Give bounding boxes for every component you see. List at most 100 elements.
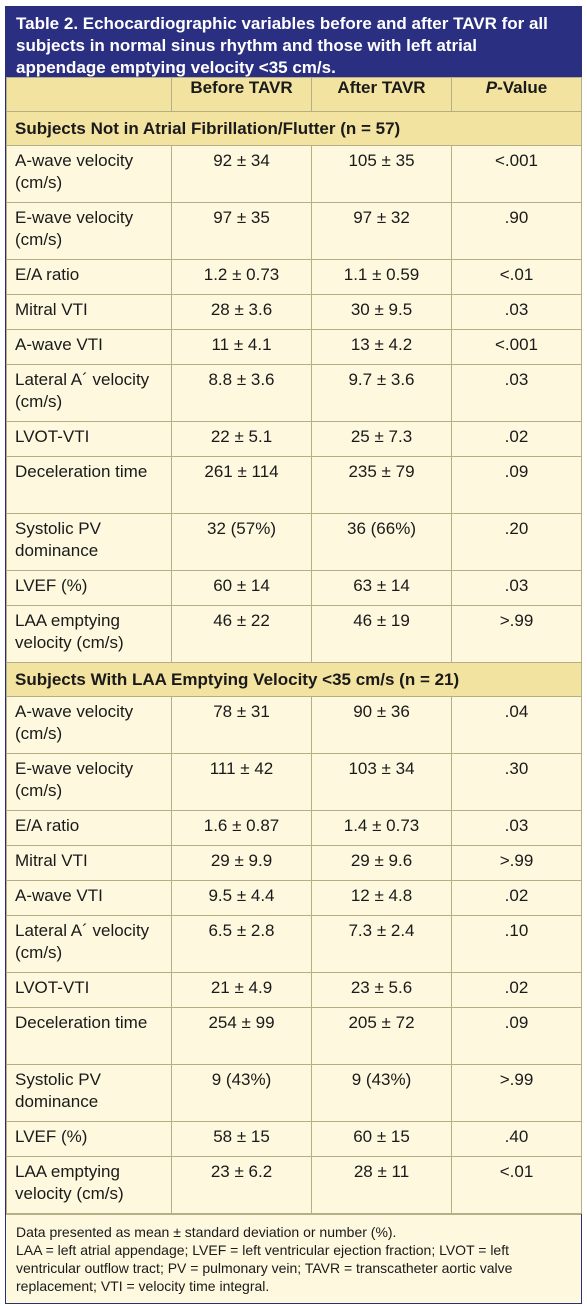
row-label: Systolic PV dominance [6,1064,172,1122]
footnote: LAA = left atrial appendage; LVEF = left… [16,1242,513,1294]
cell-after: 103 ± 34 [311,753,452,811]
section-heading-row: Subjects With LAA Emptying Velocity <35 … [6,662,582,697]
row-label: Mitral VTI [6,294,172,330]
cell-after: 205 ± 72 [311,1007,452,1065]
column-header-row: Before TAVR After TAVR P-Value [6,77,582,112]
table-row: Lateral A´ velocity (cm/s) 6.5 ± 2.8 7.3 ±… [6,915,582,973]
footnote: Data presented as mean ± standard deviat… [16,1224,397,1240]
cell-after: 7.3 ± 2.4 [311,915,452,973]
cell-pvalue: <.001 [451,145,582,203]
cell-after: 9.7 ± 3.6 [311,364,452,422]
cell-pvalue: .03 [451,364,582,422]
cell-pvalue: .40 [451,1121,582,1157]
cell-pvalue: >.99 [451,845,582,881]
row-label: LAA emptying velocity (cm/s) [6,1156,172,1214]
row-label: Deceleration time [6,1007,172,1065]
cell-before: 9.5 ± 4.4 [171,880,312,916]
table-row: Deceleration time 254 ± 99 205 ± 72.09 [6,1007,582,1065]
row-label: LVOT-VTI [6,972,172,1008]
row-label: LVEF (%) [6,1121,172,1157]
cell-before: 28 ± 3.6 [171,294,312,330]
cell-after: 9 (43%) [311,1064,452,1122]
cell-before: 32 (57%) [171,513,312,571]
row-label: Lateral A´ velocity (cm/s) [6,915,172,973]
cell-before: 60 ± 14 [171,570,312,606]
row-label: A-wave velocity (cm/s) [6,145,172,203]
column-header-before: Before TAVR [171,77,312,112]
table-row: A-wave velocity (cm/s) 92 ± 34 105 ± 35 <.0… [6,145,582,203]
row-label: A-wave VTI [6,329,172,365]
cell-after: 63 ± 14 [311,570,452,606]
row-label: LVEF (%) [6,570,172,606]
cell-before: 11 ± 4.1 [171,329,312,365]
row-label: E-wave velocity (cm/s) [6,202,172,260]
cell-after: 29 ± 9.6 [311,845,452,881]
row-label: E/A ratio [6,259,172,295]
cell-before: 9 (43%) [171,1064,312,1122]
cell-pvalue: .03 [451,810,582,846]
row-label: Deceleration time [6,456,172,514]
cell-before: 6.5 ± 2.8 [171,915,312,973]
row-label: E-wave velocity (cm/s) [6,753,172,811]
row-label: Lateral A´ velocity (cm/s) [6,364,172,422]
table-footnotes: Data presented as mean ± standard deviat… [6,1214,581,1303]
table-row: E/A ratio 1.2 ± 0.73 1.1 ± 0.59 <.01 [6,259,582,295]
column-header-pvalue: P-Value [451,77,582,112]
cell-before: 97 ± 35 [171,202,312,260]
cell-before: 1.2 ± 0.73 [171,259,312,295]
table-row: LVEF (%) 58 ± 15 60 ± 15.40 [6,1121,582,1157]
table-row: Mitral VTI 29 ± 9.9 29 ± 9.6 >.99 [6,845,582,881]
cell-before: 22 ± 5.1 [171,421,312,457]
cell-after: 28 ± 11 [311,1156,452,1214]
table-row: E-wave velocity (cm/s) 97 ± 35 97 ± 32.90 [6,202,582,260]
cell-after: 60 ± 15 [311,1121,452,1157]
cell-pvalue: .20 [451,513,582,571]
cell-pvalue: <.01 [451,259,582,295]
cell-after: 25 ± 7.3 [311,421,452,457]
row-label: Mitral VTI [6,845,172,881]
cell-before: 1.6 ± 0.87 [171,810,312,846]
table-row: A-wave VTI 11 ± 4.1 13 ± 4.2 <.001 [6,329,582,365]
table-row: Systolic PV dominance 9 (43%) 9 (43%) >.99 [6,1064,582,1122]
pvalue-italic: P [485,78,498,97]
cell-after: 30 ± 9.5 [311,294,452,330]
cell-pvalue: >.99 [451,605,582,663]
column-header-variable [6,77,172,112]
cell-pvalue: >.99 [451,1064,582,1122]
cell-after: 23 ± 5.6 [311,972,452,1008]
row-label: A-wave VTI [6,880,172,916]
cell-after: 1.4 ± 0.73 [311,810,452,846]
table-row: LVOT-VTI 21 ± 4.9 23 ± 5.6.02 [6,972,582,1008]
table-row: Systolic PV dominance 32 (57%) 36 (66%) .20 [6,513,582,571]
table-row: A-wave velocity (cm/s) 78 ± 31 90 ± 36.04 [6,696,582,754]
section-heading: Subjects With LAA Emptying Velocity <35 … [6,662,582,697]
table-row: Mitral VTI 28 ± 3.6 30 ± 9.5.03 [6,294,582,330]
table-row: E/A ratio 1.6 ± 0.87 1.4 ± 0.73.03 [6,810,582,846]
row-label: LAA emptying velocity (cm/s) [6,605,172,663]
row-label: Systolic PV dominance [6,513,172,571]
cell-before: 46 ± 22 [171,605,312,663]
row-label: A-wave velocity (cm/s) [6,696,172,754]
cell-after: 46 ± 19 [311,605,452,663]
table-row: E-wave velocity (cm/s) 111 ± 42 103 ± 34.3… [6,753,582,811]
column-header-after: After TAVR [311,77,452,112]
data-table-card: Table 2. Echocardiographic variables bef… [5,6,582,1304]
cell-pvalue: .30 [451,753,582,811]
cell-before: 254 ± 99 [171,1007,312,1065]
cell-before: 21 ± 4.9 [171,972,312,1008]
cell-pvalue: .03 [451,570,582,606]
cell-before: 92 ± 34 [171,145,312,203]
cell-after: 13 ± 4.2 [311,329,452,365]
cell-after: 36 (66%) [311,513,452,571]
table-row: Lateral A´ velocity (cm/s) 8.8 ± 3.6 9.7 ±… [6,364,582,422]
cell-after: 1.1 ± 0.59 [311,259,452,295]
pvalue-suffix: -Value [497,78,548,97]
cell-before: 29 ± 9.9 [171,845,312,881]
cell-after: 105 ± 35 [311,145,452,203]
table-row: Deceleration time 261 ± 114 235 ± 79.09 [6,456,582,514]
cell-pvalue: .90 [451,202,582,260]
cell-after: 12 ± 4.8 [311,880,452,916]
row-label: E/A ratio [6,810,172,846]
cell-before: 58 ± 15 [171,1121,312,1157]
section-heading-row: Subjects Not in Atrial Fibrillation/Flut… [6,111,582,146]
